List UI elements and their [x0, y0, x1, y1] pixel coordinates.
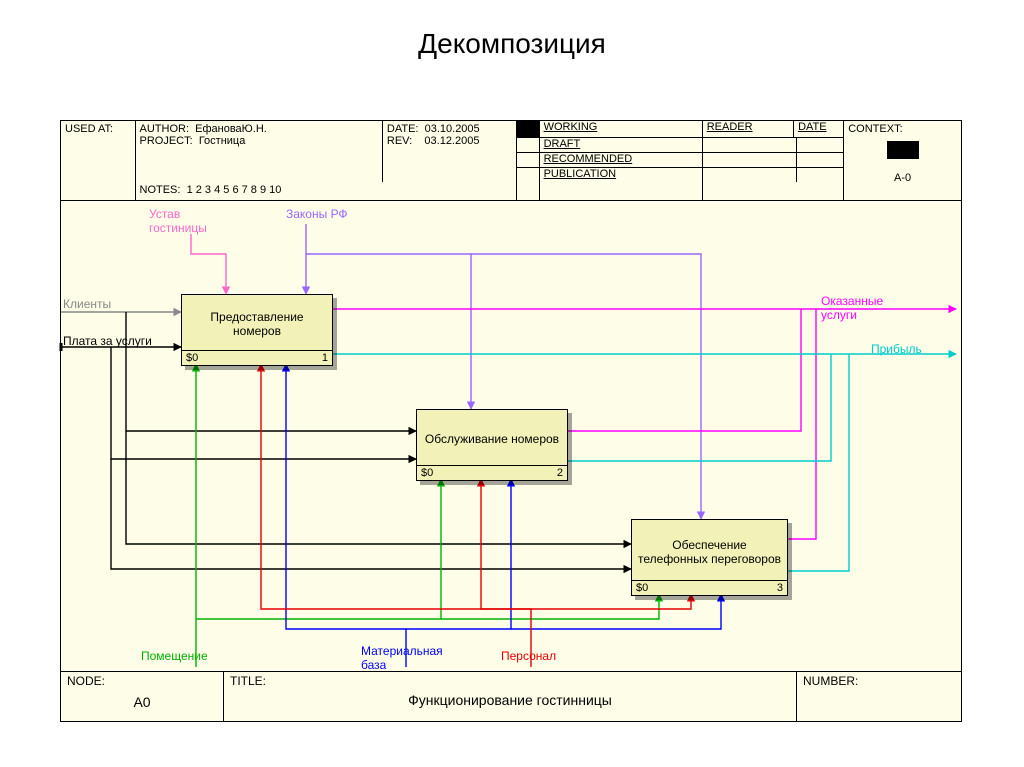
- context-label: CONTEXT:: [848, 123, 957, 135]
- title-cell: TITLE: Функционирование гостинницы: [224, 672, 797, 722]
- rev-label: REV:: [387, 135, 412, 147]
- activity-cost: $0: [636, 581, 648, 595]
- activity-cost: $0: [421, 466, 433, 480]
- reader-date-cell: READER DATE: [702, 121, 844, 182]
- context-cell: CONTEXT: A-0: [844, 121, 961, 201]
- notes-cell: NOTES: 1 2 3 4 5 6 7 8 9 10: [135, 182, 516, 201]
- notes-value: 1 2 3 4 5 6 7 8 9 10: [187, 184, 282, 196]
- date-rev-cell: DATE: 03.10.2005 REV: 03.12.2005: [382, 121, 516, 182]
- node-value: A0: [67, 694, 217, 710]
- activity-title: Обеспечение телефонных переговоров: [632, 534, 787, 582]
- label-klienty: Клиенты: [63, 297, 111, 311]
- activity-num: 3: [777, 581, 783, 595]
- status-recommended: RECOMMENDED: [540, 153, 702, 168]
- project-label: PROJECT:: [140, 135, 193, 147]
- status-publication: PUBLICATION: [540, 168, 702, 182]
- activity-box-3: Обеспечение телефонных переговоров$0 3: [631, 519, 788, 596]
- footer-table: NODE: A0 TITLE: Функционирование гостинн…: [61, 671, 961, 721]
- label-plata: Плата за услуги: [63, 334, 152, 348]
- activity-footer: $0 3: [632, 580, 787, 595]
- author-value: ЕфановаЮ.Н.: [195, 123, 267, 135]
- date2-label: DATE: [794, 121, 843, 137]
- black-marker-cell: [516, 121, 539, 182]
- activity-num: 1: [322, 351, 328, 365]
- activity-num: 2: [557, 466, 563, 480]
- diagram-area: Предоставление номеров$01Обслуживание но…: [61, 199, 961, 671]
- project-value: Гостница: [199, 135, 246, 147]
- idef0-frame: USED AT: AUTHOR: ЕфановаЮ.Н. PROJECT: Го…: [60, 120, 962, 722]
- arrow-magenta: [566, 309, 801, 431]
- title-label: TITLE:: [230, 674, 266, 688]
- notes-label: NOTES:: [140, 184, 181, 196]
- number-cell: NUMBER:: [797, 672, 962, 722]
- reader-label: READER: [703, 121, 794, 137]
- activity-footer: $0 2: [417, 465, 567, 480]
- label-pomeshenie: Помещение: [141, 649, 208, 663]
- node-cell: NODE: A0: [61, 672, 224, 722]
- label-pribyl: Прибыль: [871, 342, 922, 356]
- context-ref: A-0: [848, 172, 957, 184]
- author-label: AUTHOR:: [140, 123, 190, 135]
- arrow-cyan: [566, 354, 831, 461]
- date-value: 03.10.2005: [425, 123, 480, 135]
- status-draft: DRAFT: [540, 138, 702, 153]
- author-project-cell: AUTHOR: ЕфановаЮ.Н. PROJECT: Гостница: [135, 121, 382, 182]
- node-label: NODE:: [67, 674, 217, 688]
- arrow-red: [531, 594, 691, 609]
- number-label: NUMBER:: [803, 674, 858, 688]
- title-value: Функционирование гостинницы: [230, 692, 790, 708]
- activity-cost: $0: [186, 351, 198, 365]
- arrow-blue: [511, 594, 721, 629]
- arrow-green: [196, 479, 441, 619]
- label-personal: Персонал: [501, 649, 556, 663]
- used-at-cell: USED AT:: [61, 121, 135, 182]
- used-at-label: USED AT:: [65, 123, 113, 135]
- header-table: USED AT: AUTHOR: ЕфановаЮ.Н. PROJECT: Го…: [61, 121, 961, 201]
- arrow-blue: [406, 479, 511, 629]
- label-okazannye: Оказанныеуслуги: [821, 294, 883, 322]
- page-title: Декомпозиция: [0, 0, 1024, 70]
- rev-value: 03.12.2005: [424, 135, 479, 147]
- arrow-green: [441, 594, 659, 619]
- activity-title: Обслуживание номеров: [417, 428, 567, 462]
- activity-footer: $0 1: [182, 350, 332, 365]
- activity-box-2: Обслуживание номеров $0 2: [416, 409, 568, 481]
- arrow-blue: [286, 364, 406, 667]
- status-cell: WORKING DRAFT RECOMMENDED PUBLICATION: [539, 121, 702, 182]
- arrow-pink: [191, 234, 226, 294]
- label-matbaza: Материальнаябаза: [361, 644, 443, 672]
- context-box-icon: [887, 141, 919, 159]
- activity-box-1: Предоставление номеров$0 1: [181, 294, 333, 366]
- label-zakony: Законы РФ: [286, 207, 348, 221]
- status-working: WORKING: [540, 121, 702, 138]
- date-label: DATE:: [387, 123, 419, 135]
- activity-title: Предоставление номеров: [182, 306, 332, 354]
- label-ustav: Уставгостиницы: [149, 207, 207, 235]
